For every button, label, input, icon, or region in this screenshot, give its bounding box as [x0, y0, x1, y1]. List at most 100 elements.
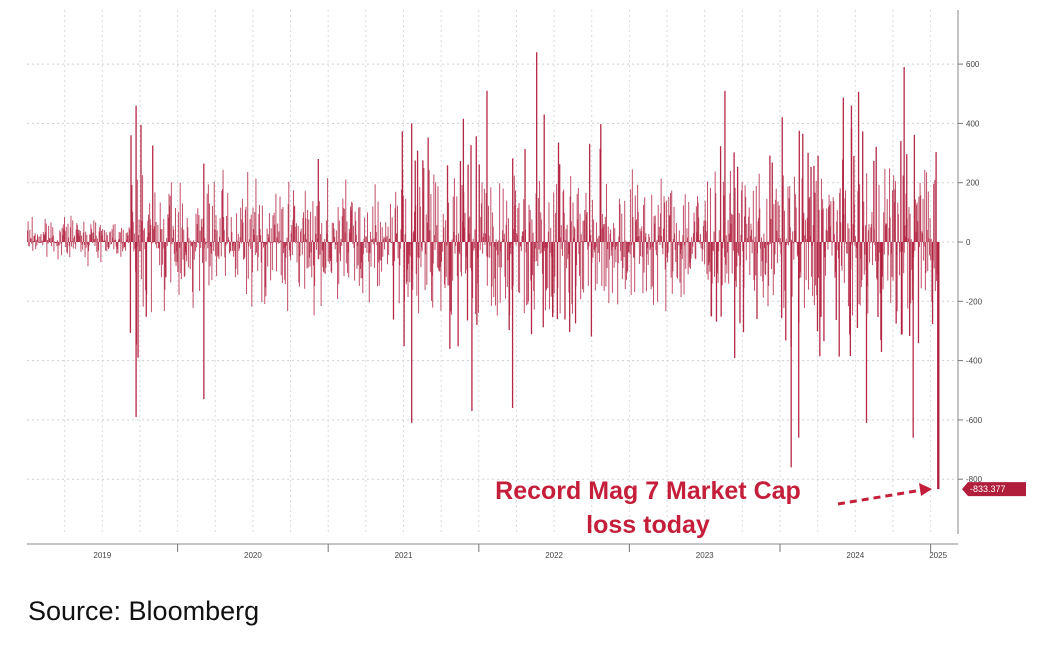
bar — [317, 242, 319, 259]
bar — [568, 242, 570, 293]
bar — [268, 237, 270, 242]
bar — [882, 242, 884, 277]
bar — [824, 242, 826, 258]
bar — [128, 242, 130, 244]
bar — [854, 236, 856, 242]
bar — [238, 242, 240, 249]
bar — [526, 242, 528, 306]
bar — [119, 232, 121, 242]
bar — [519, 242, 521, 247]
bar — [349, 232, 351, 242]
bar — [895, 242, 897, 324]
bar — [735, 242, 737, 287]
bar — [796, 242, 798, 243]
bar — [679, 242, 681, 283]
bar — [776, 230, 778, 242]
bar — [431, 242, 433, 301]
bar — [50, 222, 52, 242]
bar — [651, 194, 653, 242]
bar — [362, 242, 364, 255]
bar — [155, 242, 157, 245]
bar — [323, 242, 325, 273]
bar — [333, 228, 335, 242]
bar — [126, 239, 128, 242]
bar — [407, 242, 409, 298]
bar — [894, 181, 896, 242]
bar — [874, 242, 876, 262]
bar — [55, 242, 57, 244]
bar — [880, 242, 883, 353]
bar — [32, 241, 34, 243]
bar — [29, 229, 31, 242]
bar — [600, 228, 602, 242]
bar — [560, 225, 562, 242]
bar — [825, 229, 827, 242]
bar — [119, 238, 121, 242]
bar — [372, 242, 374, 245]
bar — [53, 242, 55, 252]
bar — [769, 155, 771, 242]
bar — [908, 207, 910, 242]
bar — [765, 242, 767, 263]
bar — [398, 242, 400, 304]
bar — [355, 234, 357, 242]
bar — [421, 242, 423, 252]
bar — [424, 242, 426, 291]
bar — [741, 182, 743, 242]
bar — [812, 225, 814, 242]
bar — [446, 165, 449, 242]
bar — [267, 242, 269, 267]
bar — [929, 218, 931, 242]
bar — [845, 190, 847, 242]
bar — [823, 242, 825, 342]
bar — [190, 242, 192, 247]
bar — [569, 242, 571, 332]
bar — [767, 242, 769, 307]
bar — [166, 242, 168, 247]
x-tick-label: 2025 — [929, 551, 947, 560]
bar — [643, 242, 645, 273]
bar — [247, 242, 249, 279]
bar — [799, 242, 801, 279]
bar — [889, 168, 891, 242]
bar — [148, 232, 150, 242]
bar — [89, 234, 91, 242]
bar — [78, 233, 80, 242]
bar — [250, 242, 252, 249]
bar — [903, 242, 905, 274]
bar — [84, 242, 86, 258]
bar — [582, 221, 584, 242]
bar — [700, 242, 702, 249]
bar — [212, 241, 214, 243]
bar — [682, 205, 684, 242]
bar — [552, 242, 554, 314]
bar — [258, 213, 260, 242]
bar — [836, 221, 838, 242]
bar — [247, 172, 249, 242]
bar — [753, 242, 755, 280]
bar — [692, 233, 694, 242]
bar — [486, 90, 488, 242]
bar — [523, 199, 525, 242]
bar — [708, 242, 710, 266]
bar — [614, 242, 616, 250]
bar — [381, 242, 383, 272]
bar — [204, 238, 206, 242]
bar — [129, 229, 131, 242]
bar — [392, 242, 395, 320]
bar — [910, 242, 912, 304]
bar — [520, 242, 522, 252]
bar — [831, 242, 833, 256]
bar — [106, 235, 108, 242]
bar — [39, 236, 41, 242]
bar — [852, 242, 854, 316]
bar — [27, 230, 28, 242]
bar — [620, 242, 622, 252]
bar — [190, 240, 192, 242]
bar — [423, 241, 425, 243]
bar — [742, 242, 744, 251]
bar — [371, 239, 373, 242]
bar — [617, 242, 619, 264]
bar — [931, 242, 934, 325]
bar — [274, 241, 276, 243]
